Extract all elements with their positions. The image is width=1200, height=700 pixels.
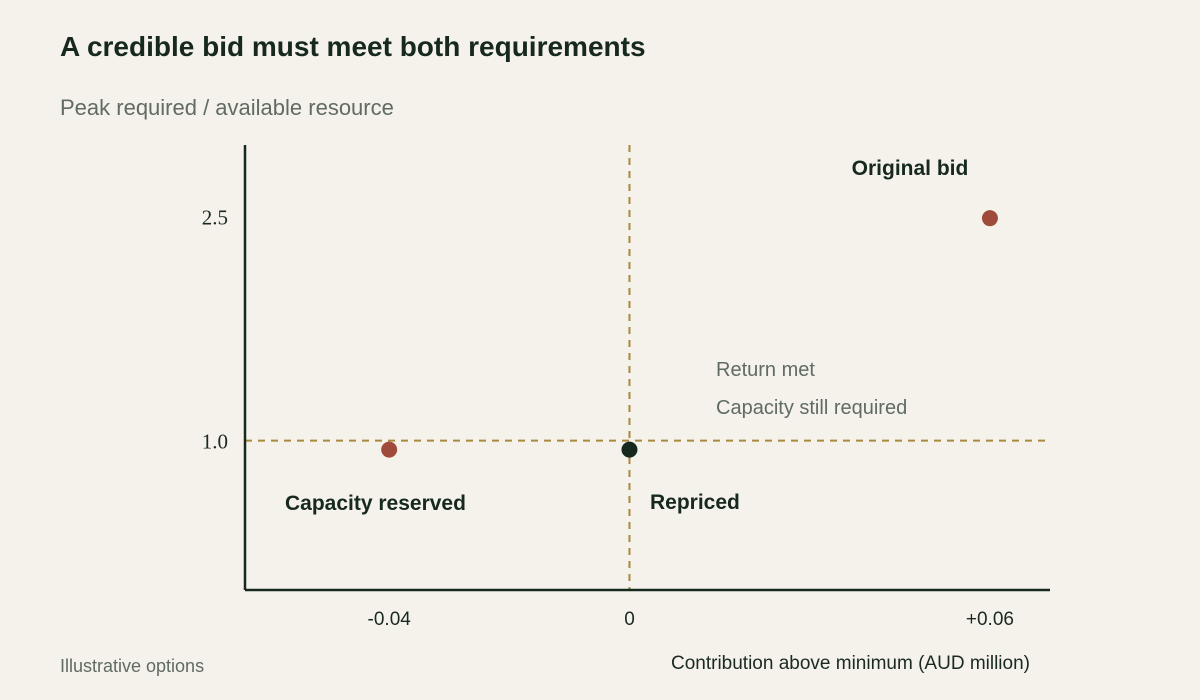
data-point-repriced [621,441,638,458]
point-label-repriced: Repriced [650,491,740,514]
data-point-original-bid [981,210,998,227]
y-axis-ticks: 1.0 2.5 [202,206,228,454]
chart-title: A credible bid must meet both requiremen… [60,31,646,62]
y-tick-label: 2.5 [202,206,228,230]
annotation-return-met: Return met [716,359,815,381]
y-axis-label: Peak required / available resource [60,95,394,120]
data-points [381,210,998,458]
data-point-capacity-reserved [381,441,398,458]
x-axis-label: Contribution above minimum (AUD million) [671,653,1030,674]
footer-note: Illustrative options [60,656,204,676]
point-label-original-bid: Original bid [852,157,969,180]
annotation-capacity-required: Capacity still required [716,397,907,419]
x-tick-label: -0.04 [368,609,412,630]
x-tick-label: +0.06 [966,609,1014,630]
x-tick-label: 0 [624,609,635,630]
y-tick-label: 1.0 [202,430,228,454]
point-label-capacity-reserved: Capacity reserved [285,492,466,515]
x-axis-ticks: -0.04 0 +0.06 [368,609,1014,630]
reference-lines [245,145,1050,590]
